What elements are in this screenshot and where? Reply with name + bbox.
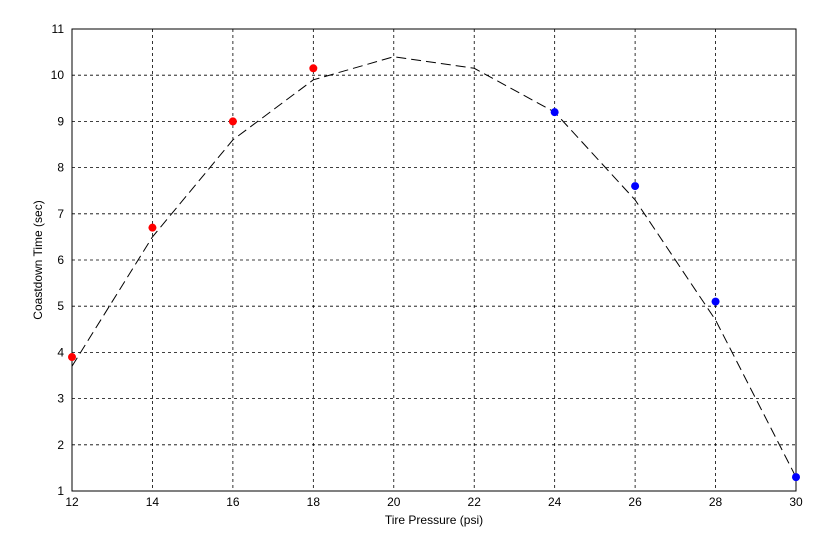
data-point xyxy=(711,297,720,306)
y-tick-label: 1 xyxy=(57,484,64,498)
y-tick-label: 5 xyxy=(57,299,64,313)
x-tick-label: 14 xyxy=(146,495,160,509)
y-tick-label: 2 xyxy=(57,438,64,452)
y-tick-label: 9 xyxy=(57,114,64,128)
y-axis-label: Coastdown Time (sec) xyxy=(31,200,45,319)
data-point xyxy=(309,64,318,73)
data-point xyxy=(550,108,559,117)
y-tick-label: 6 xyxy=(57,253,64,267)
data-point xyxy=(228,117,237,126)
x-tick-label: 18 xyxy=(307,495,321,509)
x-tick-label: 12 xyxy=(65,495,79,509)
x-tick-label: 30 xyxy=(789,495,803,509)
data-point xyxy=(148,223,157,232)
y-tick-label: 4 xyxy=(57,345,64,359)
data-point xyxy=(792,473,800,482)
x-tick-label: 28 xyxy=(709,495,723,509)
y-tick-label: 3 xyxy=(57,392,64,406)
x-tick-label: 22 xyxy=(468,495,482,509)
data-point xyxy=(68,353,76,362)
y-tick-label: 10 xyxy=(51,68,65,82)
x-tick-label: 16 xyxy=(226,495,240,509)
data-point xyxy=(631,182,640,191)
fit-line xyxy=(71,56,797,478)
x-tick-label: 26 xyxy=(628,495,642,509)
plot-frame xyxy=(71,28,797,492)
x-axis-label: Tire Pressure (psi) xyxy=(385,513,483,527)
y-tick-label: 7 xyxy=(57,207,64,221)
x-tick-label: 20 xyxy=(387,495,401,509)
y-tick-label: 8 xyxy=(57,161,64,175)
y-tick-label: 11 xyxy=(52,22,65,36)
x-tick-label: 24 xyxy=(548,495,562,509)
